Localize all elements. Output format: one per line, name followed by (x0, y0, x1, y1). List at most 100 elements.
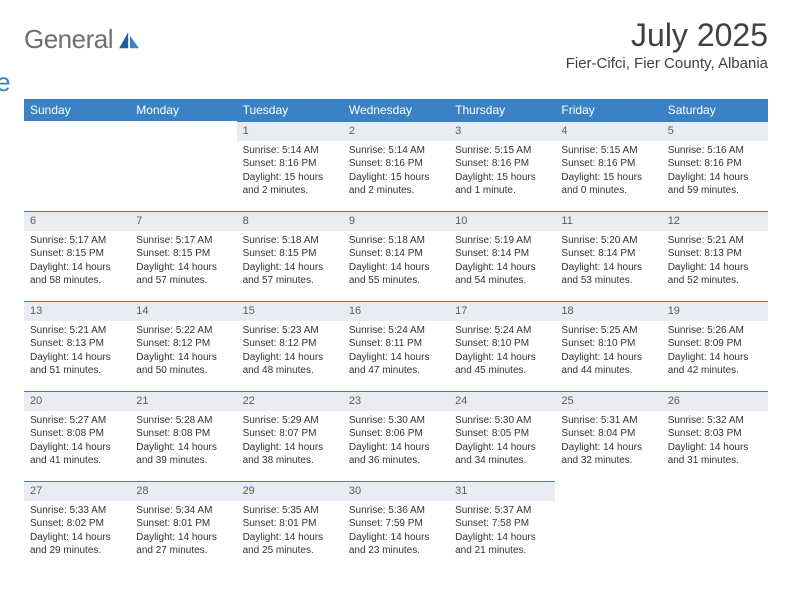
calendar-cell: 12Sunrise: 5:21 AMSunset: 8:13 PMDayligh… (662, 211, 768, 301)
day-number: 3 (449, 121, 555, 141)
day-number: 6 (24, 211, 130, 231)
day-details: Sunrise: 5:35 AMSunset: 8:01 PMDaylight:… (237, 501, 343, 564)
sunrise-line: Sunrise: 5:14 AM (243, 144, 337, 158)
day-details: Sunrise: 5:23 AMSunset: 8:12 PMDaylight:… (237, 321, 343, 384)
logo-text: General Blue (24, 28, 141, 93)
sunset-line: Sunset: 8:10 PM (455, 337, 549, 351)
day-details: Sunrise: 5:21 AMSunset: 8:13 PMDaylight:… (662, 231, 768, 294)
sunrise-line: Sunrise: 5:22 AM (136, 324, 230, 338)
day-number: 7 (130, 211, 236, 231)
sunrise-line: Sunrise: 5:31 AM (561, 414, 655, 428)
day-details: Sunrise: 5:15 AMSunset: 8:16 PMDaylight:… (555, 141, 661, 204)
sunrise-line: Sunrise: 5:21 AM (30, 324, 124, 338)
sunrise-line: Sunrise: 5:27 AM (30, 414, 124, 428)
daylight-line: Daylight: 14 hours and 36 minutes. (349, 441, 443, 468)
day-details: Sunrise: 5:24 AMSunset: 8:11 PMDaylight:… (343, 321, 449, 384)
calendar-row: 20Sunrise: 5:27 AMSunset: 8:08 PMDayligh… (24, 391, 768, 481)
calendar-cell: 9Sunrise: 5:18 AMSunset: 8:14 PMDaylight… (343, 211, 449, 301)
day-details: Sunrise: 5:17 AMSunset: 8:15 PMDaylight:… (24, 231, 130, 294)
daylight-line: Daylight: 14 hours and 47 minutes. (349, 351, 443, 378)
day-number: 27 (24, 481, 130, 501)
day-details: Sunrise: 5:30 AMSunset: 8:06 PMDaylight:… (343, 411, 449, 474)
day-number: 28 (130, 481, 236, 501)
day-number: 13 (24, 301, 130, 321)
calendar-row: 1Sunrise: 5:14 AMSunset: 8:16 PMDaylight… (24, 121, 768, 211)
sunset-line: Sunset: 8:09 PM (668, 337, 762, 351)
daylight-line: Daylight: 14 hours and 59 minutes. (668, 171, 762, 198)
daylight-line: Daylight: 14 hours and 38 minutes. (243, 441, 337, 468)
calendar-cell: 20Sunrise: 5:27 AMSunset: 8:08 PMDayligh… (24, 391, 130, 481)
day-details: Sunrise: 5:36 AMSunset: 7:59 PMDaylight:… (343, 501, 449, 564)
calendar-cell: 23Sunrise: 5:30 AMSunset: 8:06 PMDayligh… (343, 391, 449, 481)
day-details: Sunrise: 5:29 AMSunset: 8:07 PMDaylight:… (237, 411, 343, 474)
day-details: Sunrise: 5:28 AMSunset: 8:08 PMDaylight:… (130, 411, 236, 474)
day-details: Sunrise: 5:25 AMSunset: 8:10 PMDaylight:… (555, 321, 661, 384)
calendar-cell: 11Sunrise: 5:20 AMSunset: 8:14 PMDayligh… (555, 211, 661, 301)
day-number: 21 (130, 391, 236, 411)
daylight-line: Daylight: 14 hours and 23 minutes. (349, 531, 443, 558)
logo-word-general: General (24, 24, 113, 54)
daylight-line: Daylight: 14 hours and 25 minutes. (243, 531, 337, 558)
location-text: Fier-Cifci, Fier County, Albania (566, 55, 768, 72)
sunset-line: Sunset: 8:07 PM (243, 427, 337, 441)
sunrise-line: Sunrise: 5:19 AM (455, 234, 549, 248)
daylight-line: Daylight: 14 hours and 44 minutes. (561, 351, 655, 378)
sunrise-line: Sunrise: 5:37 AM (455, 504, 549, 518)
sunset-line: Sunset: 8:16 PM (455, 157, 549, 171)
calendar-cell: 10Sunrise: 5:19 AMSunset: 8:14 PMDayligh… (449, 211, 555, 301)
calendar-row: 27Sunrise: 5:33 AMSunset: 8:02 PMDayligh… (24, 481, 768, 571)
day-details: Sunrise: 5:17 AMSunset: 8:15 PMDaylight:… (130, 231, 236, 294)
calendar-cell (555, 481, 661, 571)
sunrise-line: Sunrise: 5:20 AM (561, 234, 655, 248)
calendar-cell: 15Sunrise: 5:23 AMSunset: 8:12 PMDayligh… (237, 301, 343, 391)
day-details: Sunrise: 5:16 AMSunset: 8:16 PMDaylight:… (662, 141, 768, 204)
sunset-line: Sunset: 8:12 PM (136, 337, 230, 351)
day-details: Sunrise: 5:26 AMSunset: 8:09 PMDaylight:… (662, 321, 768, 384)
sunset-line: Sunset: 7:58 PM (455, 517, 549, 531)
sunrise-line: Sunrise: 5:34 AM (136, 504, 230, 518)
calendar-row: 6Sunrise: 5:17 AMSunset: 8:15 PMDaylight… (24, 211, 768, 301)
sunrise-line: Sunrise: 5:17 AM (30, 234, 124, 248)
calendar-cell: 27Sunrise: 5:33 AMSunset: 8:02 PMDayligh… (24, 481, 130, 571)
daylight-line: Daylight: 14 hours and 50 minutes. (136, 351, 230, 378)
daylight-line: Daylight: 14 hours and 39 minutes. (136, 441, 230, 468)
calendar-cell: 2Sunrise: 5:14 AMSunset: 8:16 PMDaylight… (343, 121, 449, 211)
logo-sail-icon (119, 32, 141, 50)
daylight-line: Daylight: 14 hours and 54 minutes. (455, 261, 549, 288)
weekday-header: Monday (130, 99, 236, 121)
calendar-cell: 4Sunrise: 5:15 AMSunset: 8:16 PMDaylight… (555, 121, 661, 211)
sunrise-line: Sunrise: 5:21 AM (668, 234, 762, 248)
day-number: 29 (237, 481, 343, 501)
weekday-header: Thursday (449, 99, 555, 121)
day-details: Sunrise: 5:21 AMSunset: 8:13 PMDaylight:… (24, 321, 130, 384)
calendar-cell: 30Sunrise: 5:36 AMSunset: 7:59 PMDayligh… (343, 481, 449, 571)
day-number: 9 (343, 211, 449, 231)
daylight-line: Daylight: 14 hours and 48 minutes. (243, 351, 337, 378)
sunset-line: Sunset: 8:06 PM (349, 427, 443, 441)
day-number: 2 (343, 121, 449, 141)
sunset-line: Sunset: 8:08 PM (136, 427, 230, 441)
calendar-cell: 6Sunrise: 5:17 AMSunset: 8:15 PMDaylight… (24, 211, 130, 301)
calendar-cell: 14Sunrise: 5:22 AMSunset: 8:12 PMDayligh… (130, 301, 236, 391)
sunrise-line: Sunrise: 5:36 AM (349, 504, 443, 518)
sunset-line: Sunset: 8:05 PM (455, 427, 549, 441)
sunrise-line: Sunrise: 5:18 AM (243, 234, 337, 248)
page: General Blue July 2025 Fier-Cifci, Fier … (0, 0, 792, 595)
calendar-cell: 1Sunrise: 5:14 AMSunset: 8:16 PMDaylight… (237, 121, 343, 211)
daylight-line: Daylight: 14 hours and 58 minutes. (30, 261, 124, 288)
sunset-line: Sunset: 8:16 PM (349, 157, 443, 171)
day-details: Sunrise: 5:14 AMSunset: 8:16 PMDaylight:… (343, 141, 449, 204)
calendar-cell: 8Sunrise: 5:18 AMSunset: 8:15 PMDaylight… (237, 211, 343, 301)
daylight-line: Daylight: 14 hours and 29 minutes. (30, 531, 124, 558)
calendar-table: SundayMondayTuesdayWednesdayThursdayFrid… (24, 99, 768, 571)
sunrise-line: Sunrise: 5:24 AM (349, 324, 443, 338)
sunrise-line: Sunrise: 5:29 AM (243, 414, 337, 428)
calendar-cell: 25Sunrise: 5:31 AMSunset: 8:04 PMDayligh… (555, 391, 661, 481)
day-details: Sunrise: 5:37 AMSunset: 7:58 PMDaylight:… (449, 501, 555, 564)
day-number: 18 (555, 301, 661, 321)
weekday-header: Tuesday (237, 99, 343, 121)
sunset-line: Sunset: 8:13 PM (668, 247, 762, 261)
sunrise-line: Sunrise: 5:25 AM (561, 324, 655, 338)
sunrise-line: Sunrise: 5:32 AM (668, 414, 762, 428)
sunset-line: Sunset: 8:14 PM (349, 247, 443, 261)
